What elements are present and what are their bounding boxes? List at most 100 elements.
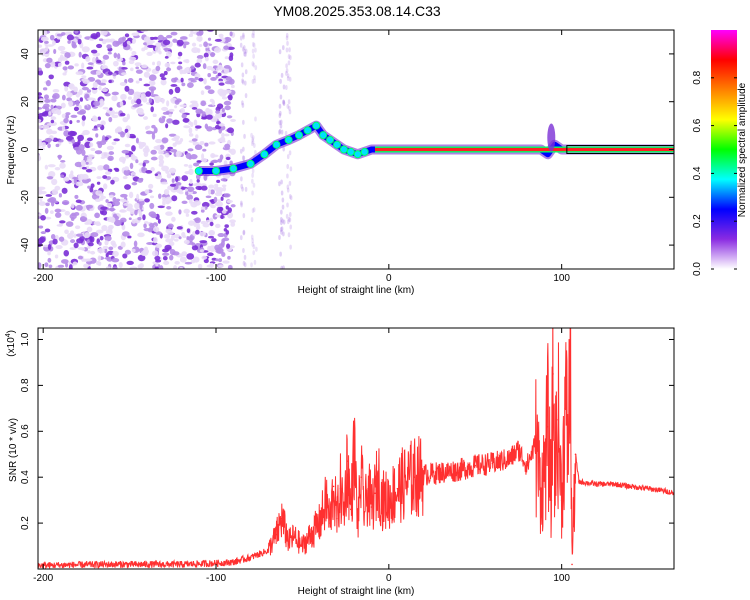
noise-speck (193, 200, 201, 206)
noise-speck (54, 254, 59, 259)
noise-speck (176, 39, 184, 46)
noise-speck (78, 51, 82, 58)
noise-speck (77, 255, 83, 260)
noise-speck (101, 224, 108, 232)
noise-speck (169, 183, 177, 187)
noise-streak (251, 48, 255, 54)
snr-point (552, 373, 554, 375)
noise-streak (287, 60, 291, 66)
noise-speck (181, 200, 188, 204)
noise-speck (111, 91, 119, 96)
noise-speck (199, 109, 203, 114)
noise-speck (161, 137, 169, 144)
noise-speck (166, 100, 170, 107)
noise-speck (196, 58, 203, 64)
noise-streak (242, 32, 245, 38)
noise-streak (285, 68, 289, 74)
snr-point (491, 462, 494, 465)
noise-speck (96, 123, 102, 128)
noise-speck (87, 62, 94, 66)
noise-speck (149, 222, 154, 227)
noise-speck (40, 215, 46, 221)
snr-point (405, 480, 407, 483)
noise-streak (254, 65, 258, 71)
noise-speck (230, 204, 236, 208)
noise-streak (282, 99, 286, 105)
noise-streak (285, 70, 288, 76)
noise-speck (75, 181, 84, 187)
noise-streak (253, 75, 256, 81)
snr-point (547, 425, 549, 428)
noise-speck (96, 59, 102, 64)
noise-streak (240, 176, 243, 182)
noise-speck (188, 133, 194, 137)
noise-speck (134, 62, 142, 67)
noise-speck (214, 183, 219, 187)
noise-speck (70, 203, 75, 209)
noise-speck (173, 238, 179, 242)
noise-speck (81, 75, 87, 79)
noise-speck (229, 148, 236, 155)
snr-point (146, 563, 148, 566)
noise-speck (124, 128, 129, 133)
noise-speck (107, 71, 113, 75)
snr-point (336, 517, 338, 520)
noise-speck (119, 100, 124, 107)
noise-speck (38, 44, 43, 48)
ridge-bump (547, 123, 556, 152)
snr-ticks: -200 -100 0 100 0.2 0.4 0.6 0.8 1.0 (20, 328, 674, 584)
ridge-point (194, 167, 203, 176)
noise-speck (61, 187, 68, 194)
snr-point (567, 441, 570, 444)
noise-speck (90, 33, 99, 40)
noise-speck (189, 178, 193, 185)
noise-speck (58, 193, 63, 198)
noise-speck (130, 171, 136, 176)
noise-streak (278, 128, 282, 134)
noise-speck (150, 149, 157, 155)
noise-speck (76, 110, 85, 115)
noise-speck (164, 62, 171, 68)
noise-speck (155, 259, 162, 263)
noise-speck (97, 142, 103, 149)
noise-speck (65, 112, 71, 116)
noise-speck (124, 85, 130, 92)
noise-speck (127, 77, 134, 83)
noise-speck (204, 85, 211, 90)
noise-speck (42, 87, 48, 91)
noise-streak (244, 69, 248, 75)
noise-streak (252, 42, 256, 48)
noise-speck (210, 160, 219, 163)
noise-speck (228, 55, 234, 62)
noise-speck (226, 127, 235, 134)
noise-speck (211, 154, 219, 158)
noise-speck (168, 113, 172, 118)
noise-streak (281, 204, 285, 210)
noise-speck (221, 184, 227, 188)
noise-speck (139, 203, 143, 210)
noise-speck (40, 36, 49, 42)
noise-streak (286, 173, 289, 179)
noise-streak (253, 78, 256, 84)
noise-speck (107, 168, 113, 173)
noise-speck (230, 221, 236, 227)
noise-streak (282, 146, 285, 152)
noise-speck (112, 200, 121, 207)
noise-speck (120, 241, 126, 248)
noise-speck (226, 243, 231, 249)
noise-speck (166, 34, 173, 39)
noise-speck (202, 63, 207, 70)
noise-speck (95, 190, 103, 196)
noise-speck (131, 50, 137, 56)
noise-speck (65, 262, 69, 268)
noise-speck (122, 175, 128, 180)
noise-speck (143, 116, 148, 120)
noise-speck (209, 221, 214, 227)
noise-speck (164, 56, 169, 59)
noise-speck (177, 56, 181, 60)
noise-streak (251, 178, 254, 184)
noise-speck (151, 250, 159, 257)
noise-speck (221, 96, 228, 100)
noise-speck (86, 219, 93, 225)
noise-speck (216, 188, 223, 195)
